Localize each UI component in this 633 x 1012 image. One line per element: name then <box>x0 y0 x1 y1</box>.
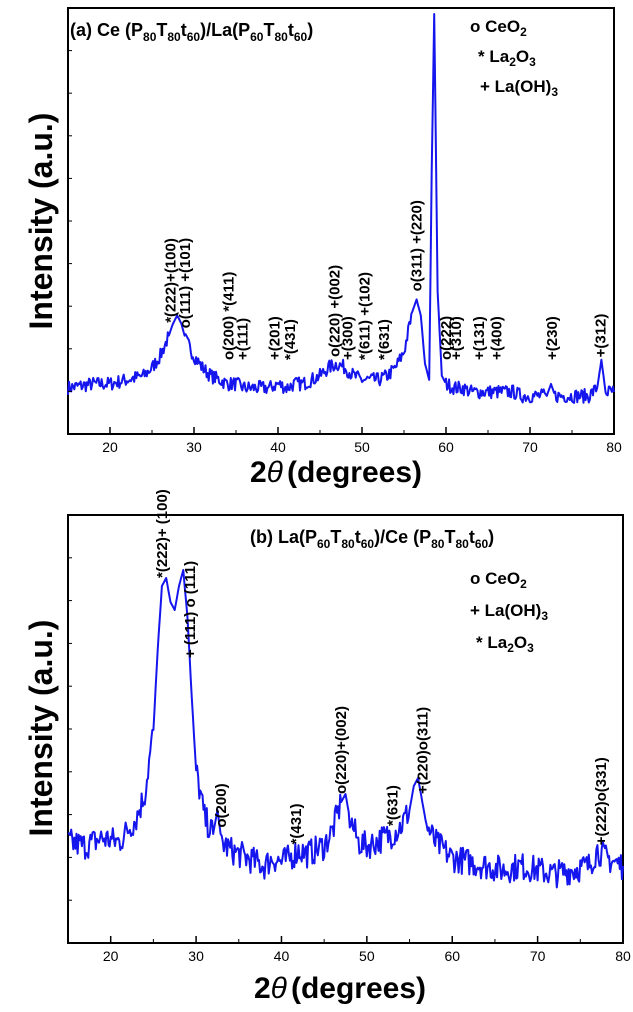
panel-title-b: (b) La(P60T80t60)/Ce (P80T80t60) <box>250 527 494 551</box>
panel-a: 20 30 40 50 60 70 80 *(222)+(100)o(111) +(101)… <box>23 7 622 489</box>
x-axis-theta-b: θ <box>271 972 288 1005</box>
y-axis-label-a: Intensity (a.u.) <box>23 113 59 330</box>
x-axis-text-a: (degrees) <box>287 456 422 489</box>
peak-annotation: +(222)o(331) <box>593 757 610 845</box>
x-tick-label: 60 <box>438 439 454 455</box>
x-ticks-a: 20 30 40 50 60 70 80 <box>67 50 622 455</box>
legend-entry-b-ceo2: o CeO2 <box>470 569 527 591</box>
peak-annotation: *(631) <box>385 785 402 826</box>
x-tick-label: 40 <box>274 948 290 964</box>
x-axis-symbol-a: 2 <box>250 456 267 489</box>
peak-annotation: +(131) <box>471 316 488 360</box>
peak-annotation: o(311) +(220) <box>409 200 426 291</box>
legend-entry-a-laoh3: + La(OH)3 <box>480 77 558 99</box>
x-axis-theta-a: θ <box>267 456 284 489</box>
x-tick-label: 50 <box>359 948 375 964</box>
peak-annotation: *(611) +(102) <box>357 272 374 360</box>
peak-annotation: o(111) +(101) <box>177 238 194 328</box>
panel-title-a: (a) Ce (P80T80t60)/La(P60T80t60) <box>70 20 313 44</box>
peak-annotation: +(230) <box>544 316 561 360</box>
x-axis-label-b: 2θ (degrees) <box>254 972 426 1005</box>
x-tick-label: 60 <box>444 948 460 964</box>
x-tick-label: 20 <box>102 439 118 455</box>
peak-annotation: +(111) <box>235 318 252 360</box>
peak-annotation: *(431) <box>282 319 299 360</box>
annotations-a: *(222)+(100)o(111) +(101) o(200) *(411)+(… <box>163 200 610 360</box>
peak-annotation: o(222) <box>438 316 455 360</box>
x-tick-label: 30 <box>188 948 204 964</box>
panel-b: 20 30 40 50 60 70 80 *(222)+ (100) + (111) o (1… <box>23 489 631 1005</box>
x-axis-text-b: (degrees) <box>291 972 426 1005</box>
peak-annotation: +(220)o(311) <box>414 707 431 794</box>
legend-entry-b-la2o3: * La2O3 <box>476 633 534 655</box>
peak-annotation: o(220)+(002) <box>333 706 350 794</box>
legend-entry-b-laoh3: + La(OH)3 <box>470 601 548 623</box>
x-tick-label: 30 <box>186 439 202 455</box>
peak-annotation: *(222)+(100) <box>163 238 180 323</box>
x-tick-label: 80 <box>606 439 622 455</box>
x-ticks-b: 20 30 40 50 60 70 80 <box>67 557 631 964</box>
legend-b: o CeO2 + La(OH)3 * La2O3 <box>470 569 548 655</box>
x-tick-label: 20 <box>103 948 119 964</box>
legend-entry-a-la2o3: * La2O3 <box>478 47 536 69</box>
x-axis-label-a: 2θ (degrees) <box>250 456 422 489</box>
peak-annotation: o(220) +(002) <box>326 265 343 357</box>
peak-annotation: +(201) <box>267 316 284 360</box>
peak-annotation: +(300) <box>340 316 357 360</box>
x-tick-label: 70 <box>530 948 546 964</box>
peak-annotation: o(200) <box>213 783 230 827</box>
peak-annotation: + (111) o (111) <box>182 561 199 658</box>
legend-entry-a-ceo2: o CeO2 <box>470 17 527 39</box>
x-tick-label: 40 <box>270 439 286 455</box>
legend-a: o CeO2 * La2O3 + La(OH)3 <box>470 17 558 99</box>
peak-annotation: +(312) <box>593 314 610 358</box>
x-tick-label: 70 <box>522 439 538 455</box>
annotations-b: *(222)+ (100) + (111) o (111) o(200) *(431)… <box>154 489 610 845</box>
peak-annotation: *(431) <box>288 804 305 845</box>
x-tick-label: 80 <box>615 948 631 964</box>
peak-annotation: o(200) *(411) <box>220 272 237 360</box>
peak-annotation: *(222)+ (100) <box>154 489 171 578</box>
series-line-a <box>67 13 615 404</box>
peak-annotation: +(400) <box>488 316 505 360</box>
peak-annotation: *(631) <box>376 319 393 360</box>
x-axis-symbol-b: 2 <box>254 972 271 1005</box>
x-tick-label: 50 <box>354 439 370 455</box>
series-line-b <box>67 569 624 889</box>
y-axis-label-b: Intensity (a.u.) <box>23 620 59 837</box>
peak-annotation: +(310) <box>448 316 465 360</box>
